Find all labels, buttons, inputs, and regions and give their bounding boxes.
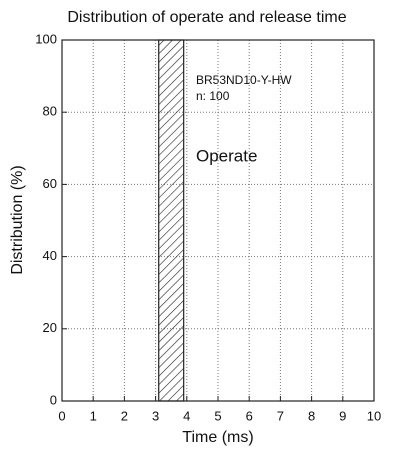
y-tick-label: 80 — [43, 104, 57, 119]
y-axis-label: Distribution (%) — [9, 165, 26, 274]
x-tick-label: 5 — [214, 408, 221, 423]
x-tick-label: 7 — [277, 408, 284, 423]
y-tick-label: 40 — [43, 248, 57, 263]
y-tick-label: 0 — [50, 392, 57, 407]
x-tick-label: 8 — [308, 408, 315, 423]
chart-title: Distribution of operate and release time — [67, 9, 346, 26]
x-tick-label: 3 — [152, 408, 159, 423]
x-axis-label: Time (ms) — [182, 429, 253, 446]
x-tick-label: 4 — [183, 408, 190, 423]
x-tick-label: 0 — [58, 408, 65, 423]
y-tick-label: 20 — [43, 320, 57, 335]
annotation: BR53ND10-Y-HW — [196, 73, 292, 87]
x-tick-label: 2 — [121, 408, 128, 423]
x-tick-label: 10 — [367, 408, 381, 423]
x-tick-label: 6 — [246, 408, 253, 423]
bar — [158, 39, 185, 402]
x-tick-label: 1 — [90, 408, 97, 423]
y-tick-label: 100 — [35, 31, 57, 46]
annotation: n: 100 — [196, 89, 230, 103]
annotation: Operate — [196, 146, 257, 165]
y-tick-label: 60 — [43, 176, 57, 191]
x-tick-label: 9 — [339, 408, 346, 423]
plot-frame — [61, 39, 375, 402]
